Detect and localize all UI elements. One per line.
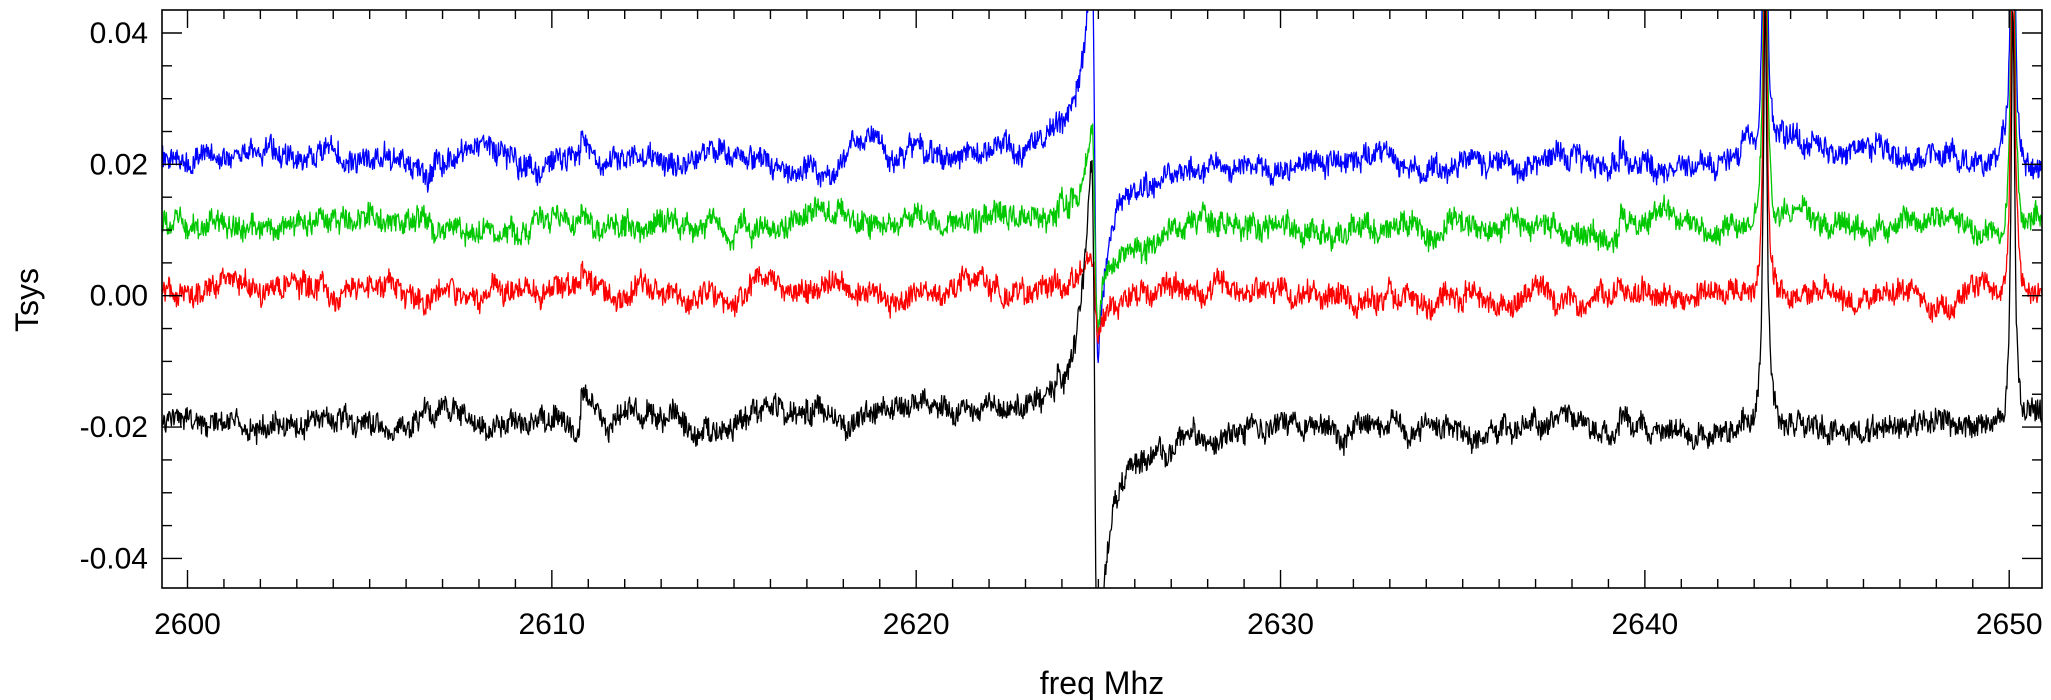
x-tick-label: 2630 xyxy=(1247,608,1314,641)
x-tick-label: 2600 xyxy=(154,608,221,641)
y-tick-label: -0.04 xyxy=(80,542,148,575)
series-line-2 xyxy=(162,10,2042,344)
x-tick-label: 2640 xyxy=(1611,608,1678,641)
y-tick-label: 0.04 xyxy=(90,17,148,50)
y-tick-label: -0.02 xyxy=(80,411,148,444)
y-tick-label: 0.02 xyxy=(90,148,148,181)
x-tick-label: 2610 xyxy=(518,608,585,641)
series-line-3 xyxy=(162,10,2042,588)
x-tick-label: 2650 xyxy=(1976,608,2043,641)
y-axis-title: Tsys xyxy=(9,268,45,332)
ticks-layer: 2600 2610 2620 2630 2640 2650 -0.04 -0.02 0.00 0.… xyxy=(80,10,2043,641)
x-tick-label: 2620 xyxy=(883,608,950,641)
x-axis-title: freq Mhz xyxy=(1040,665,1164,700)
y-tick-label: 0.00 xyxy=(90,280,148,313)
series-layer xyxy=(162,10,2042,588)
plot-frame xyxy=(161,9,2043,589)
series-line-1 xyxy=(162,10,2042,334)
